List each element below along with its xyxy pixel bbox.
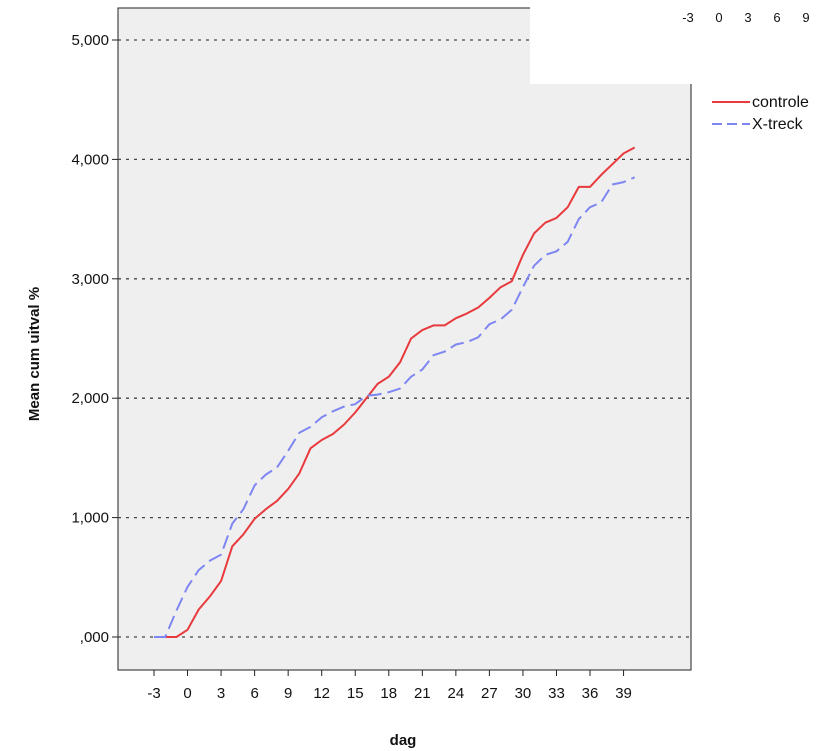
x-tick-label: 12: [313, 685, 330, 702]
legend-label: X-treck: [752, 116, 804, 133]
series-line-controle: [154, 146, 636, 638]
overlay-tick-label: 0: [715, 10, 722, 25]
y-tick-label: 4,000: [71, 151, 109, 168]
x-tick-label: 15: [347, 685, 364, 702]
overlay-tick-label: -3: [682, 10, 694, 25]
y-tick-label: 3,000: [71, 271, 109, 288]
series-line-x-treck: [154, 176, 636, 638]
x-tick-label: 18: [380, 685, 397, 702]
x-tick-label: 0: [183, 685, 191, 702]
x-tick-label: 24: [448, 685, 465, 702]
x-axis: -3 0 3 6 9 12 15 18 21 24 27 30 33 36 39: [147, 670, 632, 702]
x-tick-label: 27: [481, 685, 498, 702]
series-lines: [154, 146, 636, 638]
x-tick-label: 39: [615, 685, 632, 702]
x-tick-label: 6: [250, 685, 258, 702]
y-tick-label: ,000: [80, 629, 109, 646]
x-tick-label: 21: [414, 685, 431, 702]
x-tick-label: 30: [515, 685, 532, 702]
x-tick-label: 33: [548, 685, 565, 702]
overlay-panel: [530, 0, 839, 84]
x-tick-label: 3: [217, 685, 225, 702]
x-tick-label: -3: [147, 685, 160, 702]
y-tick-label: 1,000: [71, 510, 109, 527]
y-axis: ,000 1,000 2,000 3,000 4,000 5,000: [71, 32, 118, 646]
overlay-axis-labels: -3 0 3 6 9: [682, 10, 809, 25]
x-tick-label: 36: [582, 685, 599, 702]
x-tick-label: 9: [284, 685, 292, 702]
overlay-tick-label: 3: [744, 10, 751, 25]
y-tick-label: 5,000: [71, 32, 109, 49]
legend: controle X-treck: [712, 94, 809, 133]
y-tick-label: 2,000: [71, 390, 109, 407]
x-axis-title: dag: [390, 732, 417, 749]
overlay-tick-label: 6: [773, 10, 780, 25]
legend-label: controle: [752, 94, 809, 111]
y-axis-title: Mean cum uitval %: [26, 287, 43, 421]
overlay-tick-label: 9: [802, 10, 809, 25]
plot-area: [117, 7, 692, 671]
